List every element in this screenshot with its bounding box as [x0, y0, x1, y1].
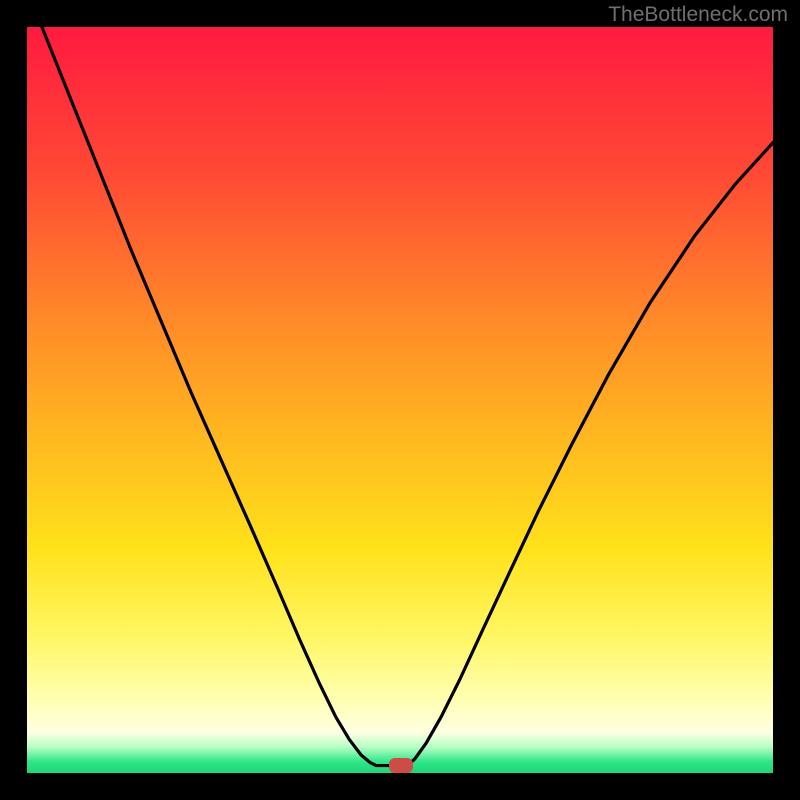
- curve-path: [42, 27, 773, 766]
- plot-area: [27, 27, 773, 773]
- optimal-point-marker: [389, 758, 413, 773]
- watermark-text: TheBottleneck.com: [608, 3, 788, 27]
- bottleneck-curve: [27, 27, 773, 773]
